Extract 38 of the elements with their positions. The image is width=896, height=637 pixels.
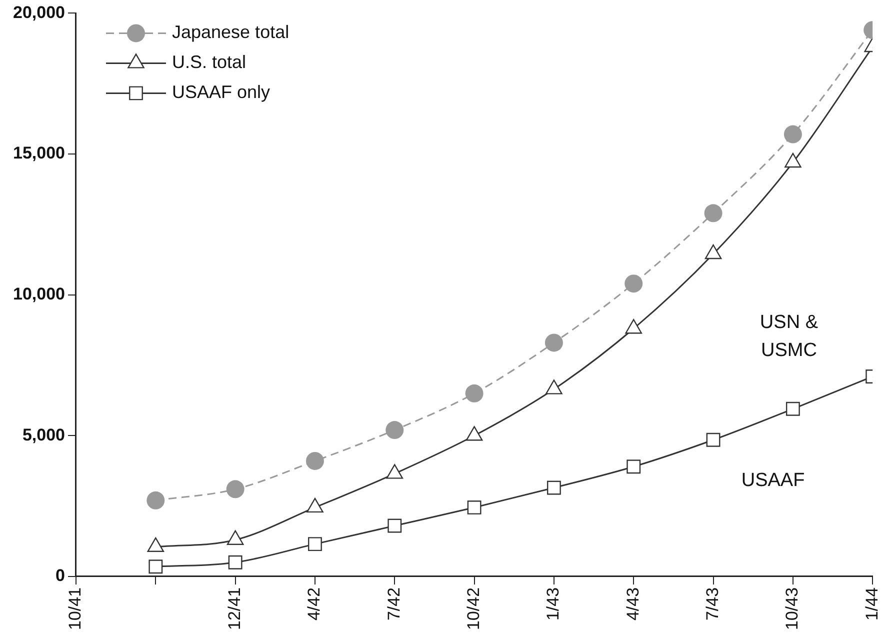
point bbox=[624, 274, 643, 293]
point bbox=[308, 537, 322, 552]
y-tick-label: 5,000 bbox=[22, 425, 65, 444]
x-tick-label: 7/43 bbox=[702, 587, 722, 621]
x-tick-label: 10/41 bbox=[66, 587, 85, 630]
y-tick-label: 15,000 bbox=[12, 144, 65, 163]
point bbox=[148, 560, 163, 574]
point bbox=[786, 402, 800, 416]
point bbox=[388, 518, 402, 533]
annotation: USAAF bbox=[741, 470, 805, 491]
point bbox=[626, 460, 641, 474]
x-tick-label: 1/44 bbox=[862, 587, 882, 621]
point bbox=[544, 334, 563, 352]
legend-label: Japanese total bbox=[172, 22, 290, 42]
x-tick-label: 10/43 bbox=[782, 587, 802, 630]
y-tick-label: 0 bbox=[56, 566, 65, 586]
x-tick-label: 7/42 bbox=[384, 587, 404, 621]
point bbox=[306, 452, 324, 470]
legend-label: U.S. total bbox=[172, 52, 246, 72]
y-tick-label: 20,000 bbox=[12, 2, 65, 22]
point bbox=[146, 491, 165, 510]
point bbox=[784, 125, 802, 144]
point bbox=[386, 421, 404, 440]
y-tick-label: 10,000 bbox=[12, 284, 65, 304]
point bbox=[467, 500, 482, 514]
annotation: USN & USMC bbox=[760, 312, 818, 362]
point bbox=[228, 555, 242, 570]
point bbox=[546, 480, 561, 495]
point bbox=[706, 432, 720, 447]
point bbox=[704, 204, 722, 222]
legend-label: USAAF only bbox=[172, 82, 270, 102]
x-tick-label: 10/42 bbox=[464, 587, 483, 630]
x-tick-label: 4/43 bbox=[623, 587, 642, 621]
point bbox=[465, 384, 484, 402]
x-tick-label: 1/43 bbox=[544, 587, 563, 621]
x-tick-label: 4/42 bbox=[304, 587, 324, 621]
point bbox=[226, 480, 244, 498]
x-tick-label: 12/41 bbox=[225, 587, 244, 630]
